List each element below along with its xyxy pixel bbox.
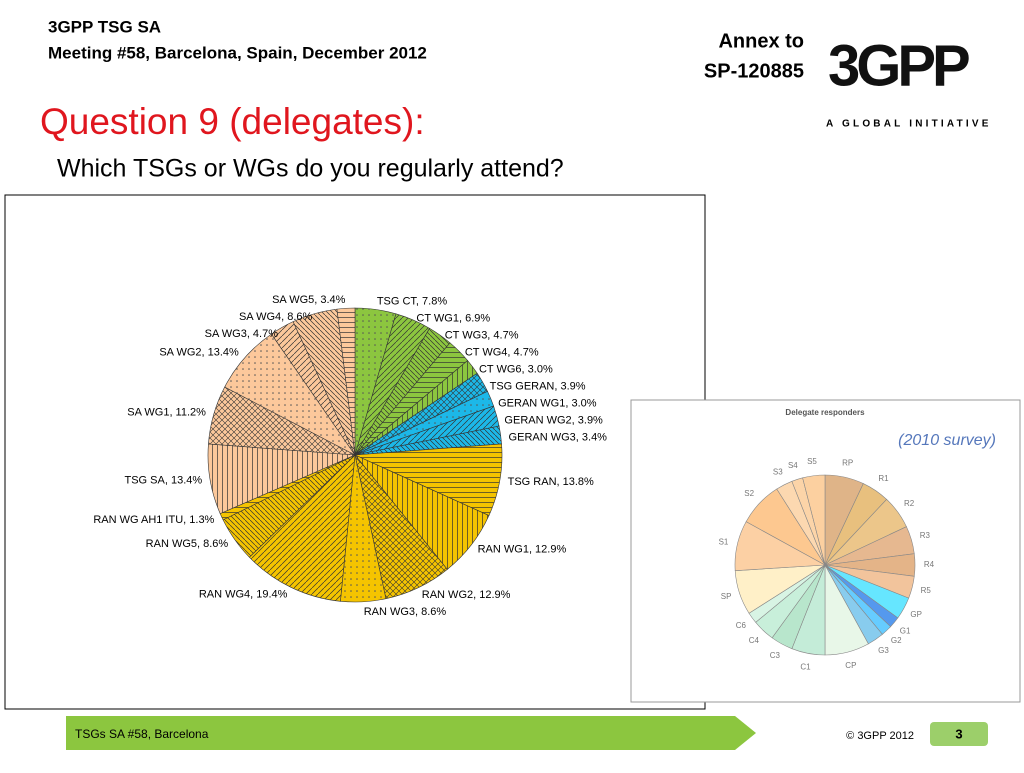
slice-label: SA WG1, 11.2%	[127, 406, 206, 418]
slice-label: C4	[749, 636, 760, 645]
copyright: © 3GPP 2012	[846, 730, 914, 742]
slice-label: RAN WG2, 12.9%	[422, 589, 511, 601]
slide-title: Question 9 (delegates):	[40, 101, 425, 142]
slice-label: R5	[921, 586, 932, 595]
slice-label: SA WG4, 8.6%	[239, 311, 313, 323]
slice-label: CT WG6, 3.0%	[479, 363, 553, 375]
slice-label: R2	[904, 499, 915, 508]
slice-label: SP	[721, 592, 732, 601]
slice-label: CT WG1, 6.9%	[416, 312, 490, 324]
slice-hatch	[355, 426, 502, 455]
slice-hatch	[223, 455, 355, 558]
slice-label: S4	[788, 461, 798, 470]
page-box	[930, 722, 988, 746]
meeting: Meeting #58, Barcelona, Spain, December …	[48, 43, 427, 62]
slice-hatch	[224, 334, 355, 455]
slice-hatch	[249, 455, 355, 602]
slice-label: SA WG3, 4.7%	[205, 328, 279, 340]
annex: Annex to	[718, 30, 804, 52]
slice-hatch	[355, 342, 468, 455]
page-number: 3	[955, 726, 962, 741]
slice-hatch	[355, 360, 478, 455]
slice-label: S3	[773, 467, 783, 476]
slice-label: S5	[807, 457, 817, 466]
slice-hatch	[271, 321, 355, 455]
slice-label: TSG CT, 7.8%	[377, 295, 448, 307]
slice-label: CP	[845, 661, 856, 670]
slice-hatch	[207, 443, 355, 514]
slice-hatch	[336, 308, 355, 455]
doc-number: SP-120885	[704, 60, 804, 82]
slice-label: S1	[719, 537, 729, 546]
slice-hatch	[355, 443, 502, 516]
slice-hatch	[355, 391, 494, 455]
slice-label: G2	[891, 636, 902, 645]
slice-hatch	[355, 308, 396, 455]
slice-hatch	[355, 406, 500, 455]
slice-label: GERAN WG3, 3.4%	[509, 431, 608, 443]
slice-hatch	[293, 309, 355, 455]
slice-label: GERAN WG1, 3.0%	[498, 397, 597, 409]
main-pie: TSG CT, 7.8% CT WG1, 6.9% CT WG3, 4.7% CT W…	[93, 294, 607, 618]
slice-label: SA WG5, 3.4%	[272, 294, 346, 306]
logo-tag: A GLOBAL INITIATIVE	[826, 119, 992, 130]
slice-label: RAN WG3, 8.6%	[364, 606, 447, 618]
slice-label: RP	[842, 459, 853, 468]
slice-label: S2	[744, 489, 754, 498]
slice-hatch	[355, 313, 430, 455]
slice-label: C1	[800, 662, 811, 671]
slice-label: R3	[920, 531, 931, 540]
slice-label: C6	[736, 621, 747, 630]
slice-label: RAN WG AH1 ITU, 1.3%	[93, 514, 214, 526]
slice-label: GERAN WG2, 3.9%	[504, 414, 603, 426]
slice-label: G3	[878, 646, 889, 655]
slice-hatch	[355, 455, 489, 570]
slice-label: TSG GERAN, 3.9%	[490, 380, 586, 392]
slice-label: TSG SA, 13.4%	[125, 475, 203, 487]
slice-label: RAN WG4, 19.4%	[199, 588, 288, 600]
slice-label: C3	[770, 651, 781, 660]
org: 3GPP TSG SA	[48, 17, 161, 36]
inset-note: (2010 survey)	[898, 432, 996, 449]
slice-label: TSG RAN, 13.8%	[508, 476, 594, 488]
slice-hatch	[208, 387, 355, 455]
slice-label: R4	[924, 560, 935, 569]
slice-hatch	[340, 455, 386, 602]
slice-label: RAN WG5, 8.6%	[146, 538, 229, 550]
footer-text: TSGs SA #58, Barcelona	[75, 727, 209, 741]
slice-label: CT WG3, 4.7%	[445, 329, 519, 341]
pie-slice	[802, 474, 826, 566]
slice-label: SA WG2, 13.4%	[159, 346, 239, 358]
inset-title: Delegate responders	[785, 408, 865, 417]
slide-subtitle: Which TSGs or WGs do you regularly atten…	[57, 155, 564, 183]
slice-label: CT WG4, 4.7%	[465, 346, 539, 358]
slice-hatch	[355, 373, 488, 455]
slice-label: RAN WG1, 12.9%	[478, 544, 567, 556]
slice-label: GP	[910, 610, 922, 619]
slice-label: G1	[900, 626, 911, 635]
footer-bar	[66, 716, 756, 750]
slice-label: R1	[878, 474, 889, 483]
logo: 3GPP	[828, 33, 969, 98]
slice-hatch	[220, 455, 355, 520]
slice-hatch	[355, 328, 450, 455]
slice-hatch	[355, 455, 448, 599]
